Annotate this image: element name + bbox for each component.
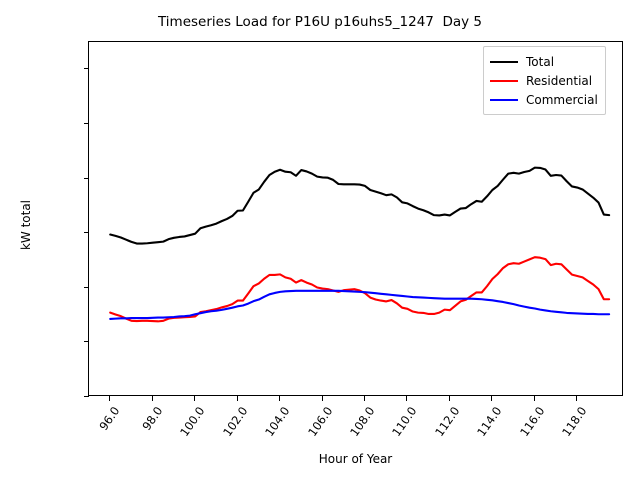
series-line-total bbox=[109, 166, 611, 245]
chart-title: Timeseries Load for P16U p16uhs5_1247 Da… bbox=[157, 14, 483, 30]
y-tick-mark bbox=[84, 232, 89, 234]
legend-swatch-total bbox=[490, 60, 518, 63]
x-tick-label: 114.0 bbox=[474, 404, 505, 440]
x-axis-label: Hour of Year bbox=[318, 452, 393, 466]
x-tick-label: 104.0 bbox=[262, 404, 293, 440]
legend-entry-residential: Residential bbox=[490, 71, 598, 90]
x-tick-label: 100.0 bbox=[177, 404, 208, 440]
y-axis-label: kW total bbox=[19, 199, 33, 251]
legend-label: Commercial bbox=[526, 92, 598, 107]
y-tick-mark bbox=[84, 396, 89, 397]
x-tick-label: 112.0 bbox=[432, 404, 463, 440]
x-tick-mark bbox=[448, 396, 450, 401]
y-tick-mark bbox=[84, 122, 89, 124]
chart-legend: Total Residential Commercial bbox=[483, 46, 606, 115]
x-tick-mark bbox=[406, 396, 408, 401]
x-tick-mark bbox=[279, 396, 281, 401]
legend-entry-total: Total bbox=[490, 52, 598, 71]
x-tick-label: 96.0 bbox=[96, 404, 123, 434]
legend-swatch-residential bbox=[490, 79, 518, 82]
x-tick-label: 108.0 bbox=[347, 404, 378, 440]
x-tick-label: 110.0 bbox=[389, 404, 420, 440]
x-tick-mark bbox=[533, 396, 535, 401]
x-tick-label: 106.0 bbox=[304, 404, 335, 440]
x-tick-mark bbox=[491, 396, 493, 401]
x-tick-mark bbox=[194, 396, 196, 401]
x-tick-label: 98.0 bbox=[138, 404, 166, 434]
x-tick-mark bbox=[363, 396, 365, 401]
legend-label: Residential bbox=[526, 73, 593, 88]
legend-entry-commercial: Commercial bbox=[490, 90, 598, 109]
legend-label: Total bbox=[526, 54, 555, 69]
x-tick-label: 116.0 bbox=[516, 404, 548, 440]
x-tick-mark bbox=[151, 396, 153, 401]
x-tick-mark bbox=[321, 396, 323, 401]
legend-swatch-commercial bbox=[490, 98, 518, 101]
x-tick-mark bbox=[109, 396, 111, 401]
y-tick-mark bbox=[84, 177, 89, 179]
y-tick-mark bbox=[84, 341, 89, 343]
y-tick-mark bbox=[84, 286, 89, 288]
x-tick-mark bbox=[576, 396, 578, 401]
series-line-residential bbox=[109, 256, 611, 323]
series-lines bbox=[109, 166, 611, 323]
x-tick-label: 118.0 bbox=[559, 404, 590, 440]
x-tick-mark bbox=[236, 396, 238, 401]
x-tick-label: 102.0 bbox=[219, 404, 251, 440]
y-tick-mark bbox=[84, 68, 89, 70]
series-line-commercial bbox=[109, 289, 611, 320]
